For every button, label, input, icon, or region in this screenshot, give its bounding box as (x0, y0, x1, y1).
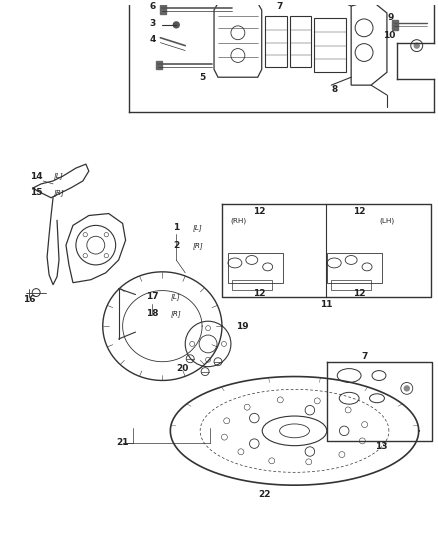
Text: 1: 1 (173, 223, 180, 232)
Circle shape (414, 43, 419, 48)
Text: 10: 10 (383, 31, 395, 40)
Text: 8: 8 (331, 85, 337, 94)
Text: (RH): (RH) (230, 217, 246, 224)
Text: 16: 16 (23, 295, 35, 304)
Bar (331, 280, 371, 289)
Text: 12: 12 (353, 207, 365, 216)
Text: [R]: [R] (170, 310, 181, 317)
Bar (228, 253, 283, 282)
Bar (290, 16, 311, 67)
Text: 13: 13 (375, 442, 387, 451)
Text: 3: 3 (149, 19, 155, 28)
Text: [L]: [L] (54, 173, 64, 180)
Bar (156, 61, 162, 69)
Bar (232, 280, 272, 289)
Text: 18: 18 (146, 309, 159, 318)
Text: 17: 17 (146, 292, 159, 301)
Text: 2: 2 (173, 241, 180, 249)
Text: 6: 6 (149, 2, 155, 11)
Text: 5: 5 (199, 72, 205, 82)
Bar (265, 16, 286, 67)
Text: 9: 9 (388, 13, 394, 22)
Text: 19: 19 (236, 321, 248, 330)
Bar (160, 5, 166, 14)
Text: 4: 4 (149, 35, 155, 44)
Text: [L]: [L] (193, 224, 203, 231)
Text: 7: 7 (361, 352, 367, 361)
Text: [L]: [L] (170, 293, 180, 300)
Text: 11: 11 (320, 300, 332, 309)
Text: 12: 12 (254, 207, 266, 216)
Bar (392, 20, 398, 30)
Bar (327, 253, 382, 282)
Text: [R]: [R] (193, 242, 204, 248)
Text: 12: 12 (353, 289, 365, 298)
Text: 15: 15 (30, 188, 42, 197)
Circle shape (173, 22, 179, 28)
Bar (314, 18, 346, 72)
Text: 20: 20 (176, 364, 188, 373)
Text: 22: 22 (258, 490, 271, 498)
Circle shape (404, 386, 409, 391)
Text: [R]: [R] (54, 189, 65, 196)
Text: 14: 14 (30, 172, 42, 181)
Text: 21: 21 (117, 438, 129, 447)
Text: 12: 12 (254, 289, 266, 298)
Text: (LH): (LH) (379, 217, 394, 224)
Text: 7: 7 (276, 2, 283, 11)
